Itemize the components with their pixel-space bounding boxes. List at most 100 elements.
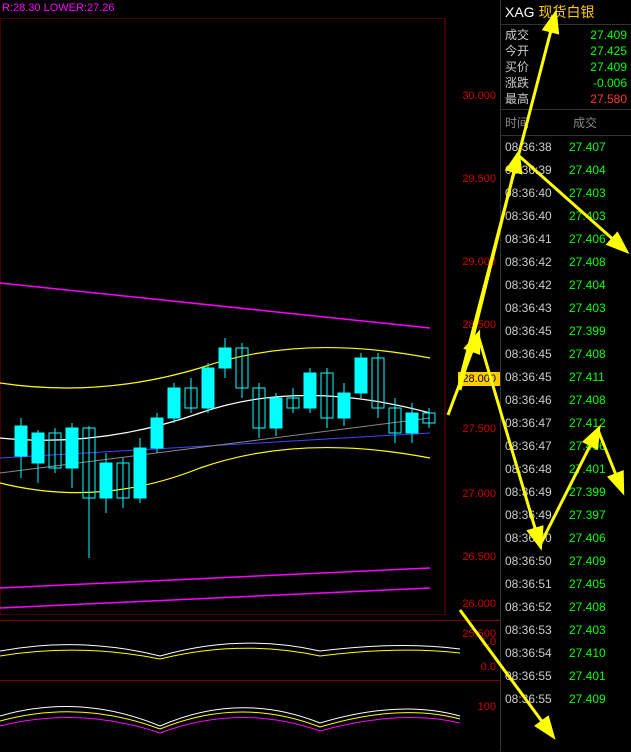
tick-time: 08:36:55 bbox=[505, 665, 561, 688]
tick-time: 08:36:50 bbox=[505, 527, 561, 550]
tick-row: 08:36:4627.408 bbox=[505, 389, 627, 412]
tick-row: 08:36:5527.401 bbox=[505, 665, 627, 688]
y-axis-label: 27.500 bbox=[462, 423, 496, 435]
upper-value: R:28.30 bbox=[2, 2, 41, 14]
quote-box: 成交27.409今开27.425买价27.409涨跌-0.006最高27.580 bbox=[501, 25, 631, 109]
tick-price: 27.407 bbox=[561, 136, 627, 159]
quote-value: 27.425 bbox=[535, 43, 627, 59]
tick-price: 27.401 bbox=[561, 665, 627, 688]
symbol-header[interactable]: XAG 现货白银 bbox=[501, 0, 631, 25]
tick-row: 08:36:4327.403 bbox=[505, 297, 627, 320]
sub-indicator-1[interactable]: 1.00.0 bbox=[0, 620, 500, 675]
sub-indicator-2[interactable]: 100 bbox=[0, 680, 500, 751]
tick-row: 08:36:4227.404 bbox=[505, 274, 627, 297]
tick-time: 08:36:40 bbox=[505, 205, 561, 228]
tick-time: 08:36:42 bbox=[505, 251, 561, 274]
quote-row: 今开27.425 bbox=[505, 43, 627, 59]
tick-price: 27.406 bbox=[561, 527, 627, 550]
tick-price: 27.403 bbox=[561, 619, 627, 642]
tick-row: 08:36:4727.406 bbox=[505, 435, 627, 458]
tick-row: 08:36:4027.403 bbox=[505, 205, 627, 228]
y-axis-label: 28.500 bbox=[462, 319, 496, 331]
y-axis-label: 27.000 bbox=[462, 488, 496, 500]
tick-price: 27.403 bbox=[561, 205, 627, 228]
tick-time: 08:36:48 bbox=[505, 458, 561, 481]
tick-price: 27.410 bbox=[561, 642, 627, 665]
quote-label: 成交 bbox=[505, 27, 535, 43]
tick-row: 08:36:5127.405 bbox=[505, 573, 627, 596]
tick-price: 27.409 bbox=[561, 688, 627, 711]
y-axis-label: 26.500 bbox=[462, 551, 496, 563]
symbol-name: 现货白银 bbox=[538, 4, 594, 20]
quote-row: 最高27.580 bbox=[505, 91, 627, 107]
quote-row: 涨跌-0.006 bbox=[505, 75, 627, 91]
tick-row: 08:36:3927.404 bbox=[505, 159, 627, 182]
tick-header-time: 时间 bbox=[505, 114, 565, 131]
tick-row: 08:36:4527.399 bbox=[505, 320, 627, 343]
tick-time: 08:36:40 bbox=[505, 182, 561, 205]
symbol-code: XAG bbox=[505, 4, 535, 20]
tick-time: 08:36:46 bbox=[505, 389, 561, 412]
tick-row: 08:36:5227.408 bbox=[505, 596, 627, 619]
tick-time: 08:36:41 bbox=[505, 228, 561, 251]
tick-header-price: 成交 bbox=[565, 114, 627, 131]
tick-price: 27.408 bbox=[561, 389, 627, 412]
tick-time: 08:36:45 bbox=[505, 366, 561, 389]
tick-row: 08:36:4727.412 bbox=[505, 412, 627, 435]
tick-list[interactable]: 08:36:3827.40708:36:3927.40408:36:4027.4… bbox=[501, 136, 631, 711]
tick-price: 27.401 bbox=[561, 458, 627, 481]
quote-label: 涨跌 bbox=[505, 75, 535, 91]
tick-price: 27.408 bbox=[561, 251, 627, 274]
tick-price: 27.399 bbox=[561, 320, 627, 343]
tick-price: 27.403 bbox=[561, 182, 627, 205]
tick-row: 08:36:5027.409 bbox=[505, 550, 627, 573]
tick-row: 08:36:4527.408 bbox=[505, 343, 627, 366]
tick-row: 08:36:4927.399 bbox=[505, 481, 627, 504]
tick-time: 08:36:47 bbox=[505, 435, 561, 458]
tick-row: 08:36:5527.409 bbox=[505, 688, 627, 711]
tick-price: 27.404 bbox=[561, 159, 627, 182]
tick-row: 08:36:4027.403 bbox=[505, 182, 627, 205]
tick-price: 27.405 bbox=[561, 573, 627, 596]
quote-value: -0.006 bbox=[535, 75, 627, 91]
quote-row: 成交27.409 bbox=[505, 27, 627, 43]
main-candlestick-chart[interactable]: 30.00029.50029.00028.50028.00027.50027.0… bbox=[0, 18, 500, 615]
quote-panel: XAG 现货白银 成交27.409今开27.425买价27.409涨跌-0.00… bbox=[500, 0, 631, 751]
tick-time: 08:36:53 bbox=[505, 619, 561, 642]
tick-row: 08:36:4227.408 bbox=[505, 251, 627, 274]
tick-price: 27.406 bbox=[561, 435, 627, 458]
lower-value: LOWER:27.26 bbox=[44, 2, 115, 14]
tick-price: 27.406 bbox=[561, 228, 627, 251]
y-axis-label: 29.000 bbox=[462, 256, 496, 268]
tick-price: 27.408 bbox=[561, 343, 627, 366]
tick-price: 27.399 bbox=[561, 481, 627, 504]
tick-price: 27.403 bbox=[561, 297, 627, 320]
tick-price: 27.411 bbox=[561, 366, 627, 389]
tick-header: 时间 成交 bbox=[501, 109, 631, 136]
tick-row: 08:36:3827.407 bbox=[505, 136, 627, 159]
tick-price: 27.409 bbox=[561, 550, 627, 573]
tick-time: 08:36:47 bbox=[505, 412, 561, 435]
tick-time: 08:36:45 bbox=[505, 343, 561, 366]
tick-time: 08:36:49 bbox=[505, 504, 561, 527]
sub1-label: 1.0 bbox=[481, 636, 496, 648]
tick-time: 08:36:52 bbox=[505, 596, 561, 619]
sub2-label: 100 bbox=[478, 701, 496, 713]
tick-time: 08:36:50 bbox=[505, 550, 561, 573]
tick-row: 08:36:4527.411 bbox=[505, 366, 627, 389]
y-axis-label: 30.000 bbox=[462, 90, 496, 102]
quote-row: 买价27.409 bbox=[505, 59, 627, 75]
tick-row: 08:36:5327.403 bbox=[505, 619, 627, 642]
tick-row: 08:36:5427.410 bbox=[505, 642, 627, 665]
quote-value: 27.409 bbox=[535, 27, 627, 43]
quote-label: 最高 bbox=[505, 91, 535, 107]
tick-time: 08:36:39 bbox=[505, 159, 561, 182]
quote-value: 27.580 bbox=[535, 91, 627, 107]
tick-price: 27.397 bbox=[561, 504, 627, 527]
tick-row: 08:36:5027.406 bbox=[505, 527, 627, 550]
quote-label: 买价 bbox=[505, 59, 535, 75]
tick-price: 27.408 bbox=[561, 596, 627, 619]
tick-row: 08:36:4127.406 bbox=[505, 228, 627, 251]
tick-time: 08:36:38 bbox=[505, 136, 561, 159]
tick-time: 08:36:54 bbox=[505, 642, 561, 665]
